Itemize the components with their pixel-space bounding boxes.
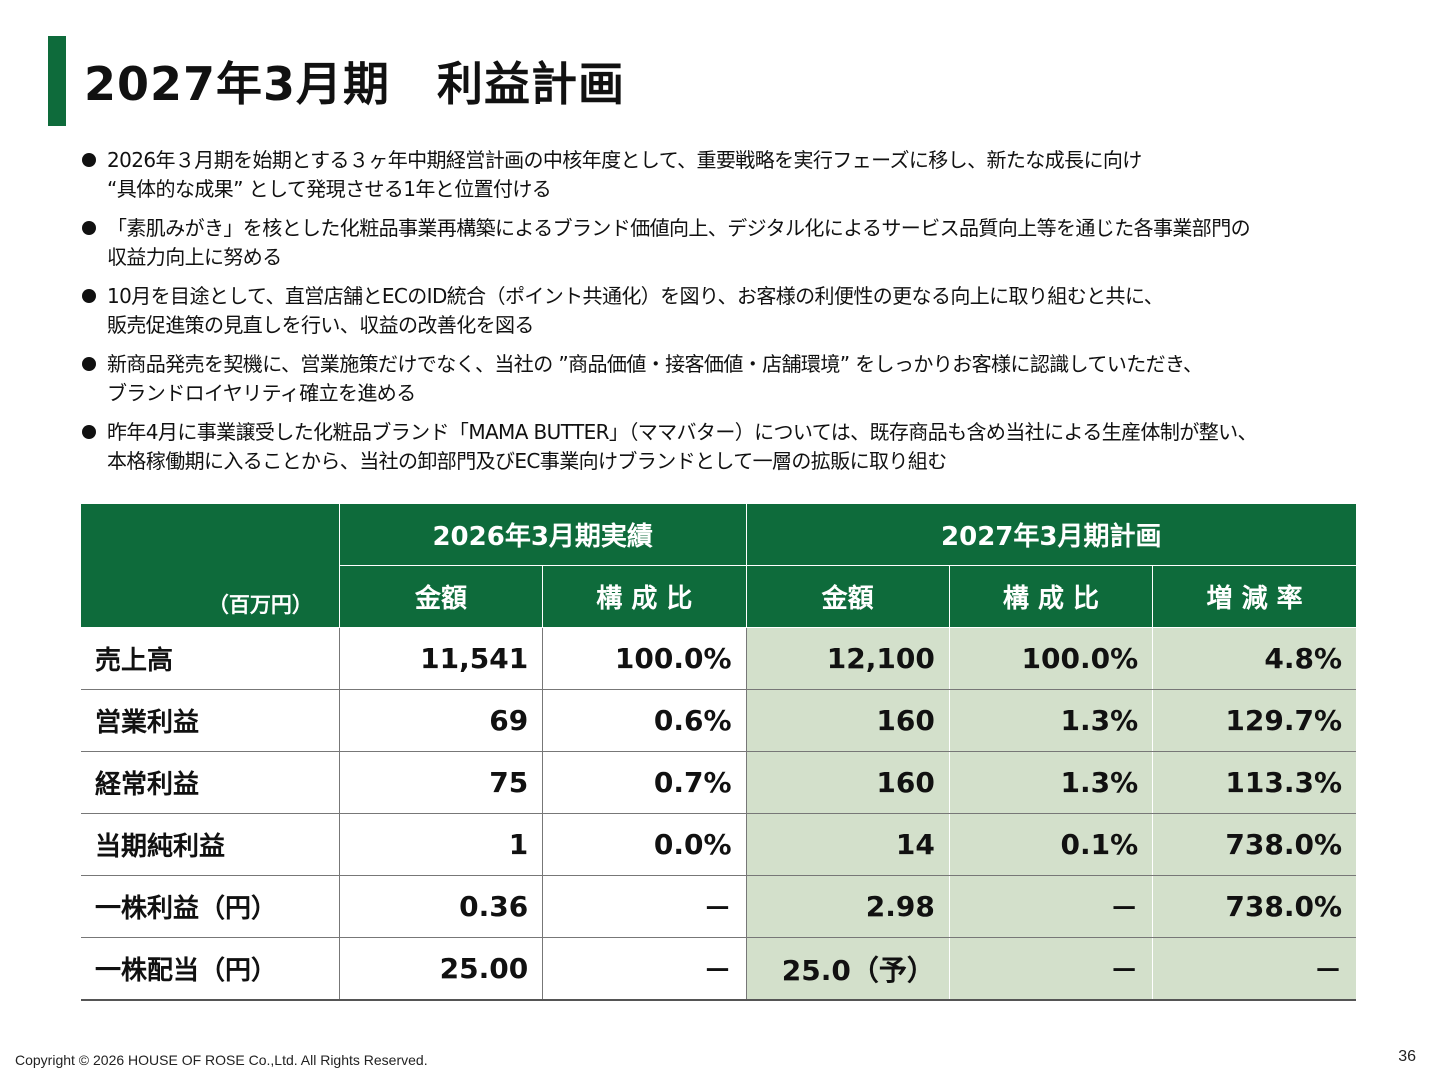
bullet-line: 収益力向上に努める [107,245,282,269]
bullet-line: 販売促進策の見直しを行い、収益の改善化を図る [107,313,534,337]
plan-ratio-cell: 1.3% [948,689,1153,752]
row-label: 一株配当（円） [81,937,340,1001]
bullet-list: 2026年３月期を始期とする３ヶ年中期経営計画の中核年度として、重要戦略を実行フ… [82,146,1402,486]
plan-ratio-cell: － [948,937,1153,1001]
bullet-line: 新商品発売を契機に、営業施策だけでなく、当社の ”商品価値・接客価値・店舗環境”… [107,352,1203,376]
bullet-line: 2026年３月期を始期とする３ヶ年中期経営計画の中核年度として、重要戦略を実行フ… [107,148,1142,172]
actual-amount-cell: 0.36 [338,875,543,938]
bullet-line: 昨年4月に事業譲受した化粧品ブランド「MAMA BUTTER」（ママバター）につ… [107,420,1258,444]
plan-amount-cell: 12,100 [745,627,950,690]
col-header-actual-amount: 金額 [338,565,543,628]
table-row: 経常利益 75 0.7% 160 1.3% 113.3% [81,751,1356,814]
actual-amount-cell: 25.00 [338,937,543,1001]
plan-ratio-cell: 1.3% [948,751,1153,814]
actual-ratio-cell: 0.6% [542,689,747,752]
row-label: 当期純利益 [81,813,340,876]
actual-ratio-cell: 100.0% [542,627,747,690]
row-label: 経常利益 [81,751,340,814]
actual-amount-cell: 1 [338,813,543,876]
change-rate-cell: － [1152,937,1356,1001]
unit-label: （百万円） [81,504,340,628]
copyright-text: Copyright © 2026 HOUSE OF ROSE Co.,Ltd. … [15,1052,428,1068]
table-row: 営業利益 69 0.6% 160 1.3% 129.7% [81,689,1356,752]
plan-ratio-cell: － [948,875,1153,938]
table-row: 当期純利益 1 0.0% 14 0.1% 738.0% [81,813,1356,876]
plan-amount-cell: 14 [745,813,950,876]
row-label: 売上高 [81,627,340,690]
actual-amount-cell: 69 [338,689,543,752]
title-accent-bar [48,36,66,126]
bullet-item: 昨年4月に事業譲受した化粧品ブランド「MAMA BUTTER」（ママバター）につ… [82,418,1402,476]
table-row: 一株利益（円） 0.36 － 2.98 － 738.0% [81,875,1356,938]
page-title: 2027年3月期 利益計画 [84,57,626,111]
bullet-line: 本格稼働期に入ることから、当社の卸部門及びEC事業向けブランドとして一層の拡販に… [107,449,947,473]
bullet-line: 「素肌みがき」を核とした化粧品事業再構築によるブランド価値向上、デジタル化による… [107,216,1251,240]
actual-amount-cell: 11,541 [338,627,543,690]
plan-amount-cell: 2.98 [745,875,950,938]
bullet-dot-icon [82,289,96,303]
bullet-item: 2026年３月期を始期とする３ヶ年中期経営計画の中核年度として、重要戦略を実行フ… [82,146,1402,204]
group-header-plan: 2027年3月期計画 [745,504,1356,566]
table-row: 売上高 11,541 100.0% 12,100 100.0% 4.8% [81,627,1356,690]
table-row: 一株配当（円） 25.00 － 25.0（予） － － [81,937,1356,1001]
actual-ratio-cell: 0.0% [542,813,747,876]
bullet-line: “具体的な成果” として発現させる1年と位置付ける [107,177,552,201]
actual-ratio-cell: － [542,875,747,938]
col-header-change-rate: 増 減 率 [1152,565,1356,628]
change-rate-cell: 129.7% [1152,689,1356,752]
plan-amount-cell: 25.0（予） [745,937,950,1001]
actual-amount-cell: 75 [338,751,543,814]
change-rate-cell: 4.8% [1152,627,1356,690]
change-rate-cell: 738.0% [1152,875,1356,938]
change-rate-cell: 738.0% [1152,813,1356,876]
col-header-actual-ratio: 構 成 比 [542,565,747,628]
actual-ratio-cell: － [542,937,747,1001]
plan-ratio-cell: 0.1% [948,813,1153,876]
actual-ratio-cell: 0.7% [542,751,747,814]
bullet-dot-icon [82,425,96,439]
bullet-dot-icon [82,221,96,235]
bullet-line: ブランドロイヤリティ確立を進める [107,381,416,405]
plan-amount-cell: 160 [745,689,950,752]
bullet-item: 新商品発売を契機に、営業施策だけでなく、当社の ”商品価値・接客価値・店舗環境”… [82,350,1402,408]
plan-ratio-cell: 100.0% [948,627,1153,690]
row-label: 営業利益 [81,689,340,752]
plan-amount-cell: 160 [745,751,950,814]
row-label: 一株利益（円） [81,875,340,938]
change-rate-cell: 113.3% [1152,751,1356,814]
col-header-plan-amount: 金額 [745,565,950,628]
bullet-item: 「素肌みがき」を核とした化粧品事業再構築によるブランド価値向上、デジタル化による… [82,214,1402,272]
group-header-actual: 2026年3月期実績 [338,504,747,566]
bullet-item: 10月を目途として、直営店舗とECのID統合（ポイント共通化）を図り、お客様の利… [82,282,1402,340]
profit-plan-table: （百万円） 2026年3月期実績 2027年3月期計画 金額 構 成 比 金額 … [81,504,1356,1001]
bullet-line: 10月を目途として、直営店舗とECのID統合（ポイント共通化）を図り、お客様の利… [107,284,1164,308]
col-header-plan-ratio: 構 成 比 [948,565,1153,628]
bullet-dot-icon [82,153,96,167]
page-number: 36 [1398,1048,1416,1065]
bullet-dot-icon [82,357,96,371]
